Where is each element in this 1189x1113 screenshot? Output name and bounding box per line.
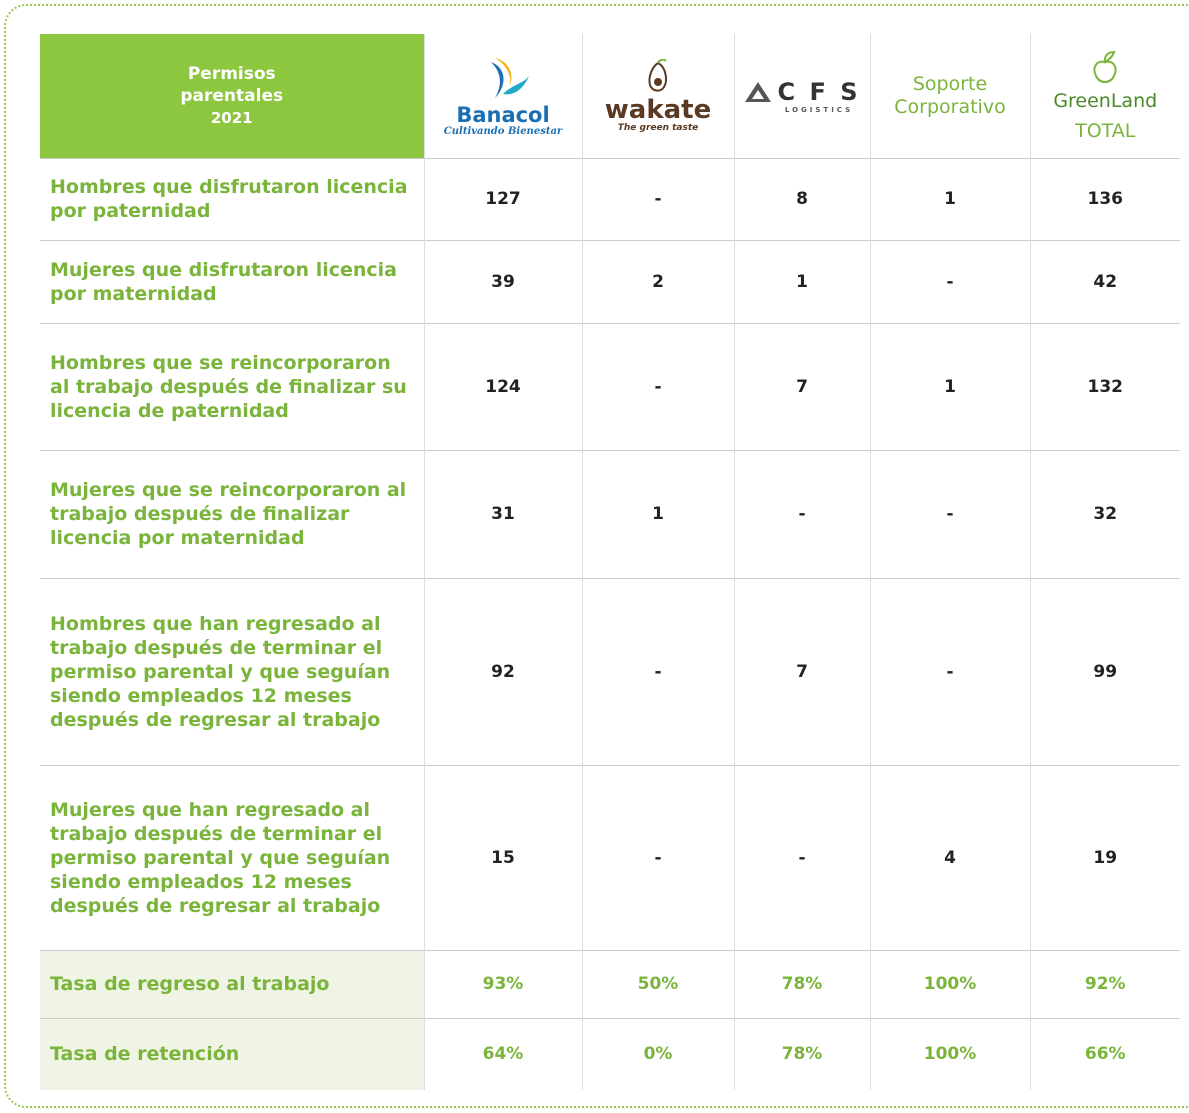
logo-tagline: The green taste <box>617 122 699 133</box>
cfs-icon <box>745 81 772 102</box>
cell-value: 78% <box>733 949 870 1018</box>
logo-cfs: C F S LOGISTICS <box>733 34 870 158</box>
logo-tagline: LOGISTICS <box>784 105 854 114</box>
cell-value: 66% <box>1029 1017 1180 1090</box>
logo-tagline: Cultivando Bienestar <box>443 126 563 138</box>
logo-tagline: TOTAL <box>1075 119 1136 142</box>
cell-value: - <box>869 239 1030 323</box>
cell-value: 42 <box>1029 239 1180 323</box>
cell-value: 2 <box>581 239 734 323</box>
cell-value: - <box>733 764 870 950</box>
title: Permisos parentales <box>180 63 284 106</box>
cell-value: 1 <box>869 322 1030 450</box>
header-cell: Permisos parentales 2021 <box>40 34 424 158</box>
cell-value: - <box>869 577 1030 765</box>
logo-soporte: Soporte Corporativo <box>869 34 1030 158</box>
logo-wakate: wakate The green taste <box>581 34 734 158</box>
row-label: Tasa de retención <box>40 1017 424 1090</box>
row: Tasa de retención 64% 0% 78% 100% 66% <box>40 1017 1180 1090</box>
row-label: Hombres que han regresado al trabajo des… <box>40 577 424 765</box>
cell-value: 19 <box>1029 764 1180 950</box>
row: Hombres que disfrutaron licencia por pat… <box>40 157 1180 240</box>
row: Hombres que se reincorporaron al trabajo… <box>40 322 1180 450</box>
logo-name: GreenLand <box>1053 89 1158 112</box>
cell-value: 1 <box>869 157 1030 240</box>
cell-value: 4 <box>869 764 1030 950</box>
cell-value: - <box>581 322 734 450</box>
year: 2021 <box>210 108 253 127</box>
cell-value: 7 <box>733 322 870 450</box>
cell-value: 32 <box>1029 449 1180 578</box>
row-label: Tasa de regreso al trabajo <box>40 949 424 1018</box>
logo-greenland: GreenLand TOTAL <box>1029 34 1180 158</box>
cell-value: 93% <box>423 949 582 1018</box>
cell-value: 124 <box>423 322 582 450</box>
cell-value: 127 <box>423 157 582 240</box>
table: Permisos parentales 2021 Banacol Cultivan… <box>40 34 1180 1090</box>
cell-value: 39 <box>423 239 582 323</box>
avocado-icon <box>648 58 667 92</box>
row-label: Hombres que se reincorporaron al trabajo… <box>40 322 424 450</box>
cell-value: 0% <box>581 1017 734 1090</box>
cell-value: 92 <box>423 577 582 765</box>
cell-value: 8 <box>733 157 870 240</box>
row: Mujeres que han regresado al trabajo des… <box>40 764 1180 950</box>
logo-banacol: Banacol Cultivando Bienestar <box>423 34 582 158</box>
cell-value: - <box>581 157 734 240</box>
cell-value: 1 <box>733 239 870 323</box>
cell-value: - <box>581 577 734 765</box>
greenland-icon <box>1093 50 1117 83</box>
cell-value: 100% <box>869 1017 1030 1090</box>
row-label: Mujeres que se reincorporaron al trabajo… <box>40 449 424 578</box>
cell-value: 1 <box>581 449 734 578</box>
cell-value: 92% <box>1029 949 1180 1018</box>
cell-value: - <box>581 764 734 950</box>
logo-name: Soporte Corporativo <box>894 72 1006 118</box>
cell-value: 78% <box>733 1017 870 1090</box>
cell-value: 50% <box>581 949 734 1018</box>
row-label: Hombres que disfrutaron licencia por pat… <box>40 157 424 240</box>
row: Mujeres que disfrutaron licencia por mat… <box>40 239 1180 323</box>
row: Mujeres que se reincorporaron al trabajo… <box>40 449 1180 578</box>
cell-value: - <box>733 449 870 578</box>
banacol-icon <box>491 58 529 99</box>
cell-value: 7 <box>733 577 870 765</box>
cell-value: 99 <box>1029 577 1180 765</box>
header-row: Permisos parentales 2021 Banacol Cultivan… <box>40 34 1180 158</box>
logo-name: wakate <box>604 94 712 125</box>
cell-value: 31 <box>423 449 582 578</box>
cell-value: 136 <box>1029 157 1180 240</box>
cell-value: 100% <box>869 949 1030 1018</box>
row: Hombres que han regresado al trabajo des… <box>40 577 1180 765</box>
row-label: Mujeres que han regresado al trabajo des… <box>40 764 424 950</box>
frame <box>4 4 1189 1108</box>
row-label: Mujeres que disfrutaron licencia por mat… <box>40 239 424 323</box>
logo-name: Banacol <box>456 103 550 128</box>
cell-value: - <box>869 449 1030 578</box>
logo-name: C F S <box>777 77 861 106</box>
cell-value: 64% <box>423 1017 582 1090</box>
cell-value: 15 <box>423 764 582 950</box>
cell-value: 132 <box>1029 322 1180 450</box>
row: Tasa de regreso al trabajo 93% 50% 78% 100% 9… <box>40 949 1180 1018</box>
